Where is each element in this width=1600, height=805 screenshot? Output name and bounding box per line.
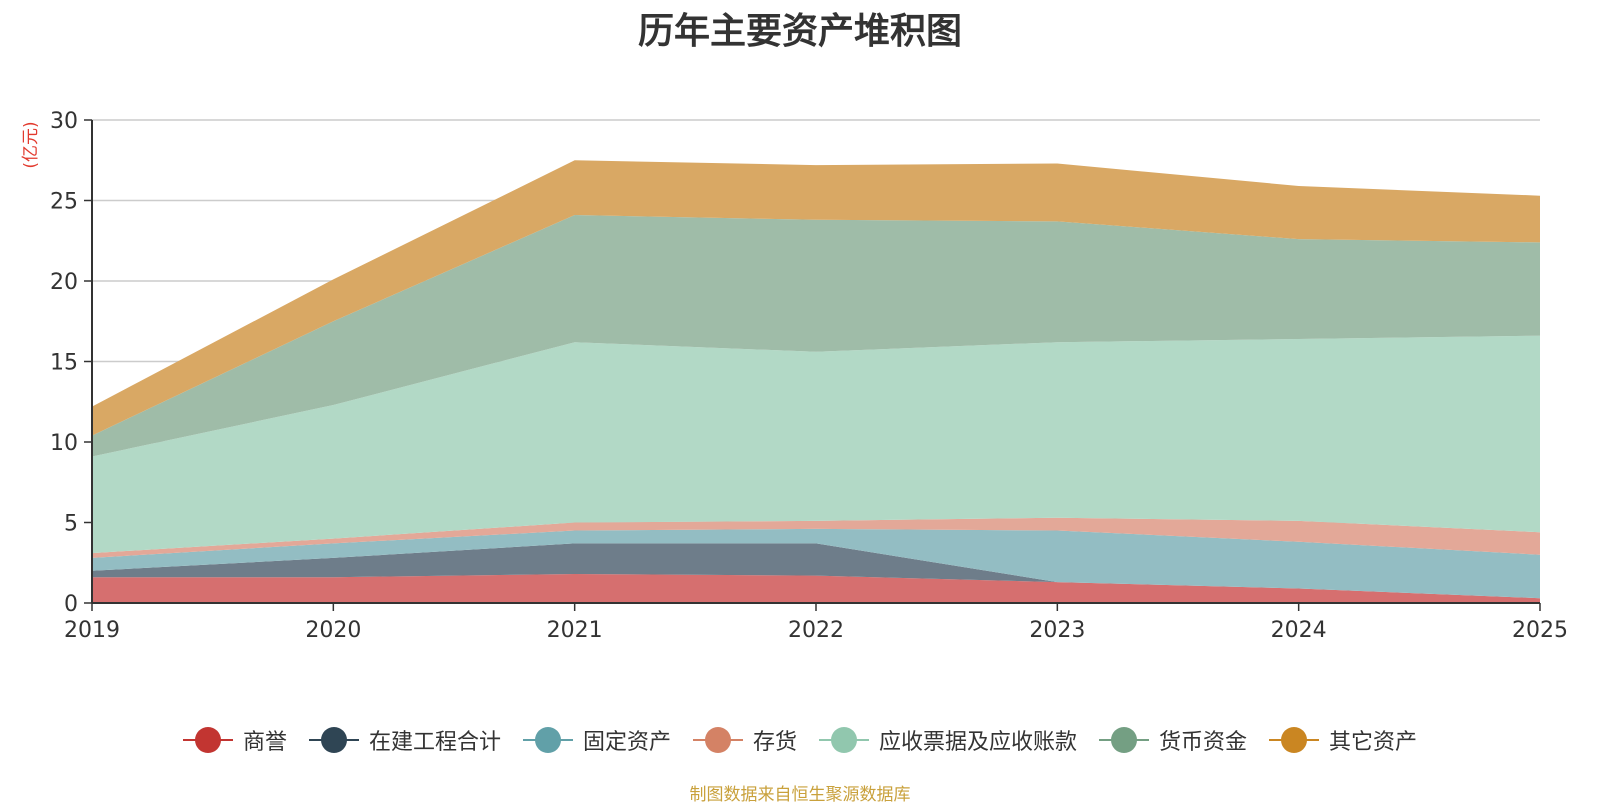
y-axis-unit: (亿元) <box>21 121 41 168</box>
x-tick-label: 2019 <box>64 618 120 643</box>
area-series-5 <box>92 215 1540 457</box>
x-tick-label: 2020 <box>305 618 361 643</box>
y-tick-label: 30 <box>50 109 78 134</box>
legend-item-5[interactable]: 货币资金 <box>1099 724 1247 756</box>
area-series-4 <box>92 335 1540 554</box>
area-series-2 <box>92 528 1540 599</box>
y-tick-label: 10 <box>50 431 78 456</box>
legend-swatch <box>182 727 233 753</box>
y-tick-label: 25 <box>50 190 78 215</box>
legend-label: 商誉 <box>242 730 287 755</box>
legend-label: 应收票据及应收账款 <box>879 730 1078 755</box>
legend-label: 存货 <box>752 730 797 755</box>
legend-swatch <box>1099 727 1150 753</box>
legend-swatch <box>522 727 573 753</box>
legend-label: 其它资产 <box>1329 730 1418 755</box>
area-series-6 <box>92 160 1540 436</box>
y-tick-label: 0 <box>64 592 78 617</box>
legend-swatch <box>308 727 359 753</box>
legend-swatch <box>819 727 869 753</box>
x-tick-label: 2023 <box>1029 618 1085 643</box>
x-tick-label: 2025 <box>1512 618 1568 643</box>
x-tick-label: 2024 <box>1271 618 1327 643</box>
x-tick-label: 2022 <box>788 618 844 643</box>
stacked-areas <box>92 160 1540 603</box>
chart-title: 历年主要资产堆积图 <box>637 11 962 52</box>
legend-label: 在建工程合计 <box>368 730 501 755</box>
legend-item-3[interactable]: 存货 <box>692 724 797 756</box>
legend: 商誉 在建工程合计 固定资产 存货 应收票据及应收账款 货币资金 其它资产 <box>0 720 1600 760</box>
y-tick-label: 15 <box>50 351 78 376</box>
legend-label: 固定资产 <box>582 730 671 755</box>
legend-item-1[interactable]: 在建工程合计 <box>308 724 501 756</box>
legend-swatch <box>692 727 743 753</box>
area-series-1 <box>92 543 1540 599</box>
area-series-3 <box>92 517 1540 558</box>
area-series-0 <box>92 574 1540 603</box>
legend-item-0[interactable]: 商誉 <box>182 724 287 756</box>
legend-item-4[interactable]: 应收票据及应收账款 <box>819 724 1077 756</box>
x-tick-label: 2021 <box>547 618 603 643</box>
y-tick-label: 5 <box>64 512 78 537</box>
source-note: 制图数据来自恒生聚源数据库 <box>689 785 911 805</box>
legend-item-2[interactable]: 固定资产 <box>522 724 671 756</box>
legend-item-6[interactable]: 其它资产 <box>1269 724 1417 756</box>
y-tick-label: 20 <box>50 270 78 295</box>
legend-label: 货币资金 <box>1159 730 1248 755</box>
legend-swatch <box>1269 727 1320 753</box>
